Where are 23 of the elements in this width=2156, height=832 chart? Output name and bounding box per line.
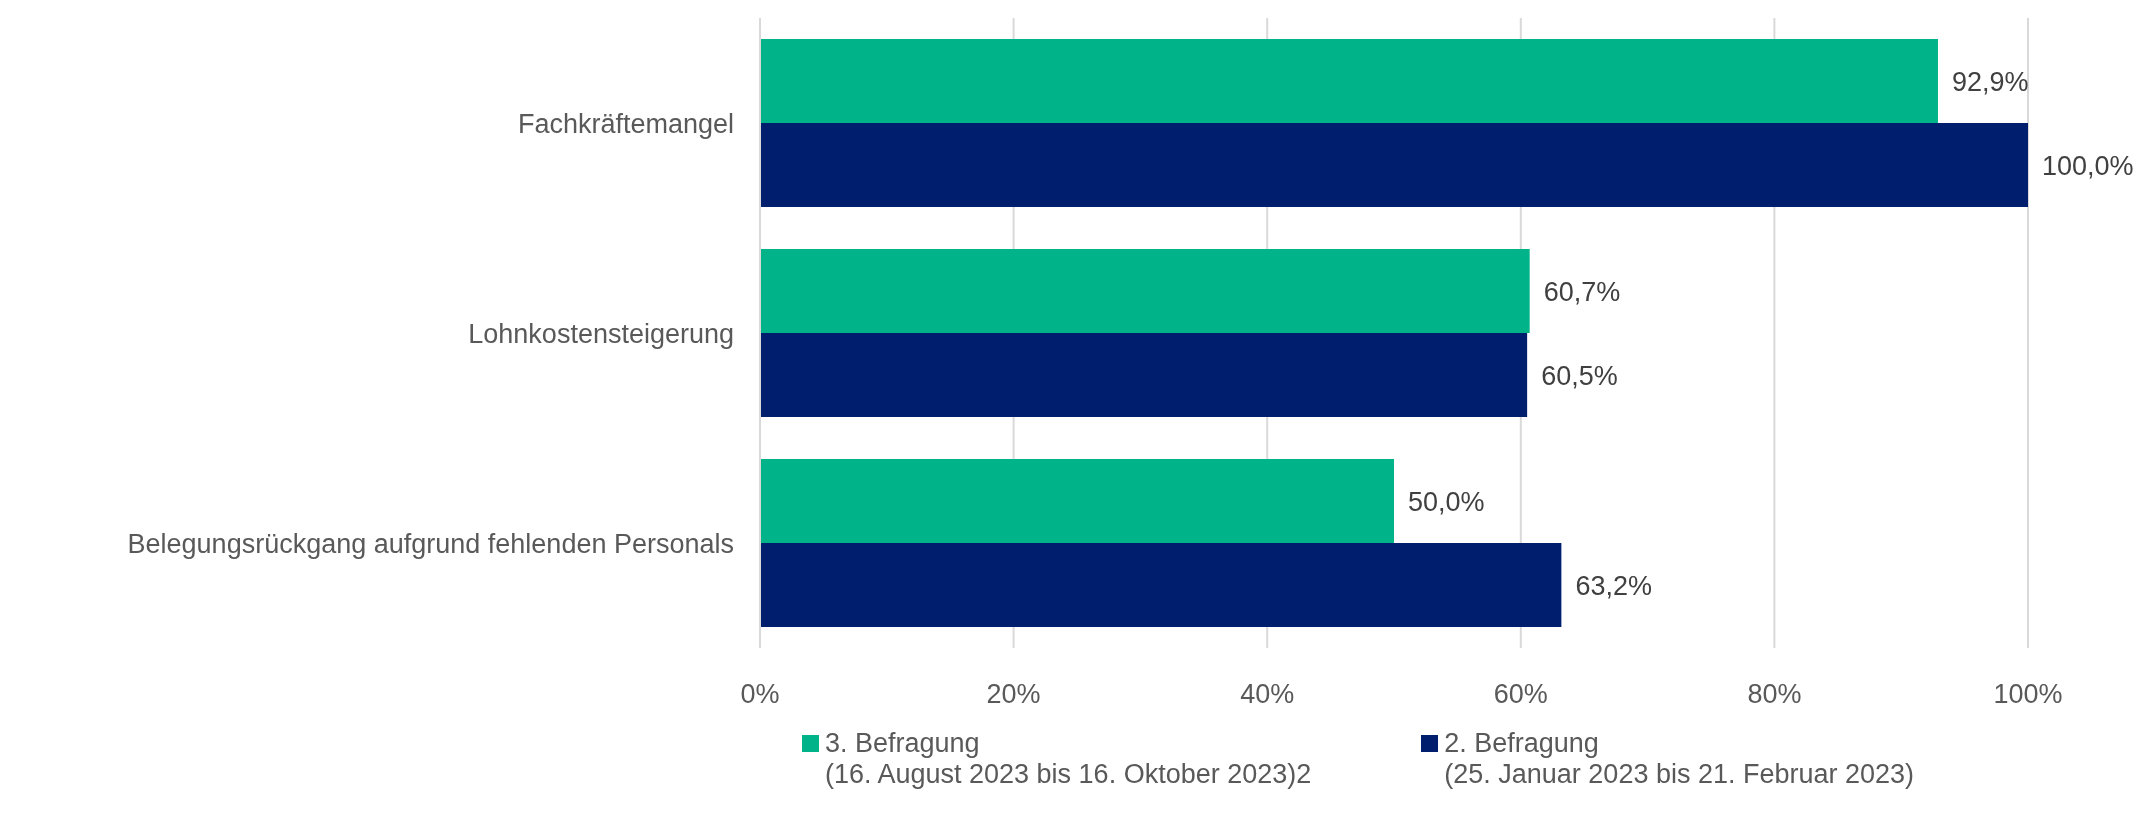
bar <box>760 123 2028 207</box>
legend-label: 2. Befragung (25. Januar 2023 bis 21. Februar 2023) <box>1444 728 1915 790</box>
y-tick-label: Fachkräftemangel <box>517 108 734 139</box>
y-tick-label: Belegungsrückgang aufgrund fehlenden Personals <box>127 528 734 559</box>
data-label: 50,0% <box>1408 486 1485 517</box>
bar <box>760 39 1938 123</box>
bar <box>760 543 1562 627</box>
x-tick-label: 80% <box>1747 679 1802 710</box>
data-label: 92,9% <box>1951 66 2029 97</box>
bar <box>760 333 1528 417</box>
data-label: 60,5% <box>1541 360 1618 391</box>
x-tick-label: 0% <box>740 679 780 710</box>
x-tick-label: 20% <box>986 679 1041 710</box>
data-label: 60,7% <box>1543 276 1621 307</box>
data-label: 63,2% <box>1575 570 1652 601</box>
bar <box>760 249 1530 333</box>
x-tick-label: 60% <box>1493 679 1548 710</box>
data-label: 100,0% <box>2042 150 2134 181</box>
x-tick-label: 100% <box>1993 679 2063 710</box>
y-tick-label: Lohnkostensteigerung <box>468 318 734 349</box>
legend-label: 3. Befragung (16. August 2023 bis 16. Oktober 2023)2 <box>824 728 1312 790</box>
x-tick-label: 40% <box>1240 679 1295 710</box>
bar <box>760 459 1394 543</box>
